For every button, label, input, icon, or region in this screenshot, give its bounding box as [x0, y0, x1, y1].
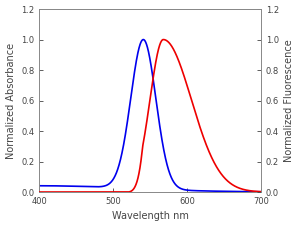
Y-axis label: Normalized Absorbance: Normalized Absorbance	[6, 42, 16, 159]
X-axis label: Wavelength nm: Wavelength nm	[112, 211, 188, 222]
Y-axis label: Normalized Fluorescence: Normalized Fluorescence	[284, 39, 294, 162]
